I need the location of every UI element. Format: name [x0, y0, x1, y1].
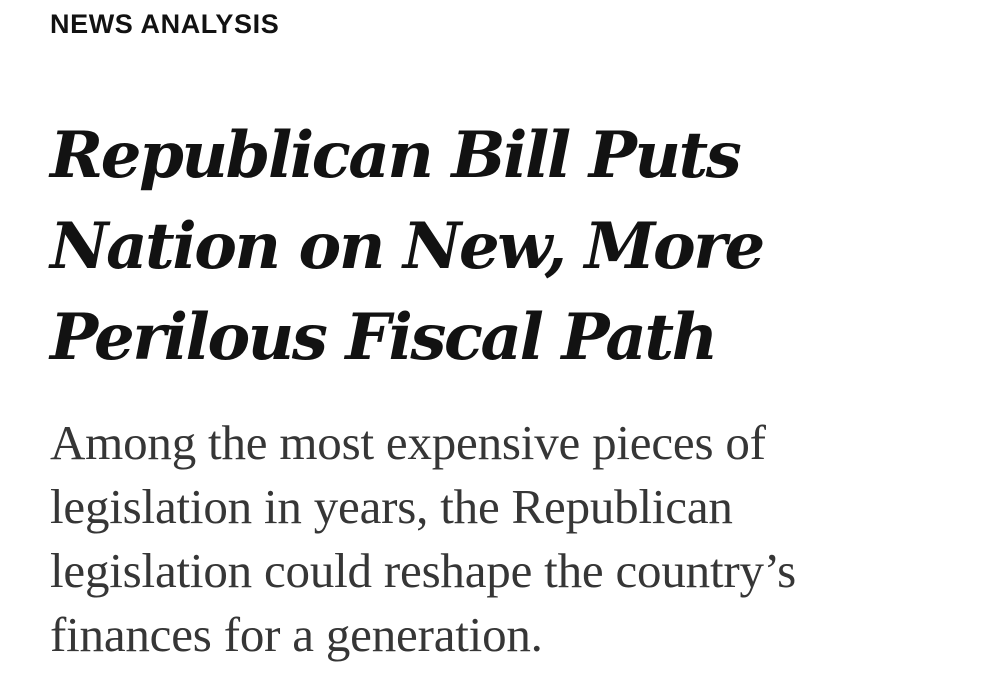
summary-line: finances for a generation. — [50, 607, 543, 662]
headline-line: Nation on New, More — [50, 209, 765, 284]
headline-line: Perilous Fiscal Path — [50, 300, 718, 375]
headline-line: Republican Bill Puts — [50, 118, 742, 193]
summary-line: legislation in years, the Republican — [50, 479, 733, 534]
article-summary: Among the most expensive pieces of legis… — [50, 411, 950, 667]
summary-line: Among the most expensive pieces of — [50, 415, 766, 470]
headline[interactable]: Republican Bill Puts Nation on New, More… — [50, 110, 950, 383]
kicker-label: NEWS ANALYSIS — [50, 9, 280, 39]
summary-line: legislation could reshape the country’s — [50, 543, 797, 598]
article-header: NEWS ANALYSIS Republican Bill Puts Natio… — [50, 0, 950, 667]
